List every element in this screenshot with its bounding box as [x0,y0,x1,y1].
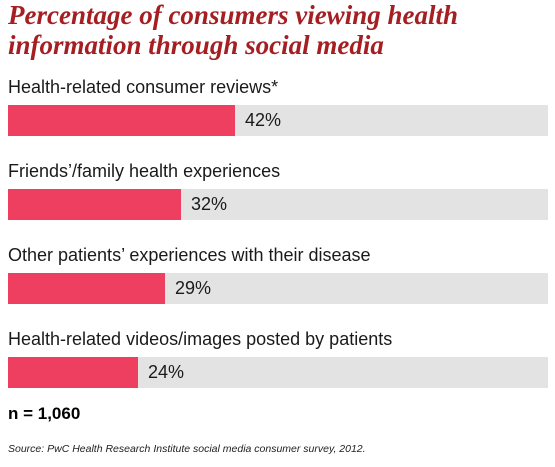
bar [8,357,138,388]
bar-track: 32% [8,189,548,220]
sample-size: n = 1,060 [8,404,81,423]
bar-value-label: 24% [148,362,185,382]
bar [8,273,165,304]
bar-category-label: Friends’/family health experiences [8,161,281,181]
bar-track: 42% [8,105,548,136]
chart-title: Percentage of consumers viewing health i… [8,0,458,60]
bar-category-label: Health-related videos/images posted by p… [8,329,393,349]
bar-track: 24% [8,357,548,388]
bar-group: Health-related videos/images posted by p… [8,328,548,388]
bar-group: Other patients’ experiences with their d… [8,244,548,304]
bar-group: Friends’/family health experiences 32% [8,160,548,220]
bar-value-label: 32% [191,194,228,214]
bar-group: Health-related consumer reviews* 42% [8,76,548,136]
bar-category-label: Health-related consumer reviews* [8,77,279,97]
bar-category-label: Other patients’ experiences with their d… [8,245,371,265]
bar-track: 29% [8,273,548,304]
bar-value-label: 42% [245,110,282,130]
bar [8,105,235,136]
bar [8,189,181,220]
bar-value-label: 29% [175,278,212,298]
source-note: Source: PwC Health Research Institute so… [8,443,366,455]
